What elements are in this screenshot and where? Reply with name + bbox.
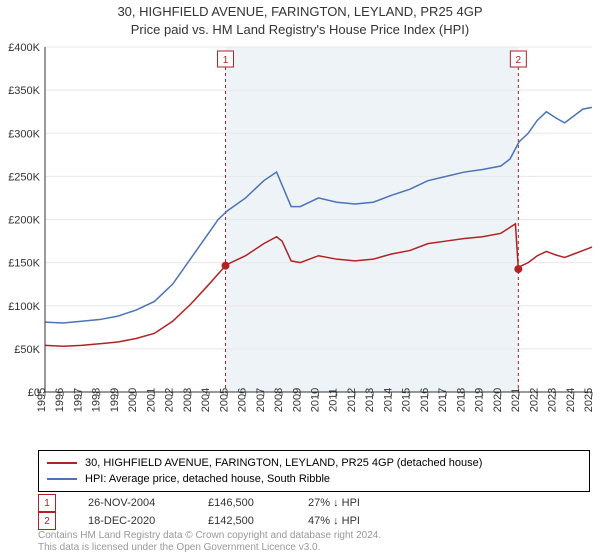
svg-text:2023: 2023: [547, 388, 559, 412]
svg-text:2006: 2006: [237, 388, 249, 412]
transaction-marker: 1: [38, 494, 56, 512]
svg-text:2013: 2013: [364, 388, 376, 412]
svg-text:2005: 2005: [218, 388, 230, 412]
svg-text:2001: 2001: [145, 388, 157, 412]
footer-line-2: This data is licensed under the Open Gov…: [38, 542, 381, 554]
transaction-marker: 2: [38, 512, 56, 530]
svg-text:2021: 2021: [510, 388, 522, 412]
svg-text:£350K: £350K: [8, 85, 40, 97]
svg-text:2018: 2018: [455, 388, 467, 412]
svg-text:2010: 2010: [310, 388, 322, 412]
legend-label: HPI: Average price, detached house, Sout…: [85, 473, 330, 485]
svg-text:2014: 2014: [382, 388, 394, 412]
svg-text:1997: 1997: [72, 388, 84, 412]
svg-text:2000: 2000: [127, 388, 139, 412]
svg-text:2024: 2024: [565, 388, 577, 412]
transaction-hpi: 47% ↓ HPI: [308, 515, 408, 527]
transaction-hpi: 27% ↓ HPI: [308, 497, 408, 509]
transaction-price: £142,500: [208, 515, 308, 527]
transaction-row: 2 18-DEC-2020 £142,500 47% ↓ HPI: [38, 512, 408, 530]
svg-text:1999: 1999: [109, 388, 121, 412]
svg-text:1: 1: [223, 55, 229, 66]
svg-text:2003: 2003: [182, 388, 194, 412]
svg-text:£150K: £150K: [8, 258, 40, 270]
footer-text: Contains HM Land Registry data © Crown c…: [38, 530, 381, 554]
svg-text:£200K: £200K: [8, 215, 40, 227]
svg-text:2020: 2020: [492, 388, 504, 412]
svg-text:£250K: £250K: [8, 171, 40, 183]
svg-text:1996: 1996: [54, 388, 66, 412]
transaction-list: 1 26-NOV-2004 £146,500 27% ↓ HPI 2 18-DE…: [38, 494, 408, 530]
legend: 30, HIGHFIELD AVENUE, FARINGTON, LEYLAND…: [38, 450, 590, 492]
svg-text:£400K: £400K: [8, 42, 40, 54]
chart-title-2: Price paid vs. HM Land Registry's House …: [0, 22, 600, 37]
svg-text:2019: 2019: [474, 388, 486, 412]
svg-text:1995: 1995: [36, 388, 48, 412]
price-chart: £0£50K£100K£150K£200K£250K£300K£350K£400…: [0, 42, 600, 446]
svg-text:2002: 2002: [164, 388, 176, 412]
footer-line-1: Contains HM Land Registry data © Crown c…: [38, 530, 381, 542]
transaction-row: 1 26-NOV-2004 £146,500 27% ↓ HPI: [38, 494, 408, 512]
svg-text:2025: 2025: [583, 388, 595, 412]
transaction-date: 26-NOV-2004: [88, 497, 208, 509]
svg-text:2017: 2017: [437, 388, 449, 412]
legend-swatch: [47, 478, 77, 480]
svg-text:2: 2: [516, 55, 522, 66]
transaction-price: £146,500: [208, 497, 308, 509]
transaction-date: 18-DEC-2020: [88, 515, 208, 527]
svg-text:2015: 2015: [401, 388, 413, 412]
legend-item: 30, HIGHFIELD AVENUE, FARINGTON, LEYLAND…: [47, 455, 581, 471]
legend-swatch: [47, 462, 77, 464]
svg-text:2012: 2012: [346, 388, 358, 412]
chart-title-1: 30, HIGHFIELD AVENUE, FARINGTON, LEYLAND…: [0, 4, 600, 19]
legend-label: 30, HIGHFIELD AVENUE, FARINGTON, LEYLAND…: [85, 457, 482, 469]
svg-text:2022: 2022: [528, 388, 540, 412]
svg-text:2016: 2016: [419, 388, 431, 412]
svg-text:£100K: £100K: [8, 301, 40, 313]
legend-item: HPI: Average price, detached house, Sout…: [47, 471, 581, 487]
svg-text:£300K: £300K: [8, 128, 40, 140]
svg-text:2004: 2004: [200, 388, 212, 412]
svg-text:£50K: £50K: [14, 344, 40, 356]
svg-text:2007: 2007: [255, 388, 267, 412]
svg-text:2009: 2009: [291, 388, 303, 412]
svg-text:2008: 2008: [273, 388, 285, 412]
svg-text:1998: 1998: [91, 388, 103, 412]
